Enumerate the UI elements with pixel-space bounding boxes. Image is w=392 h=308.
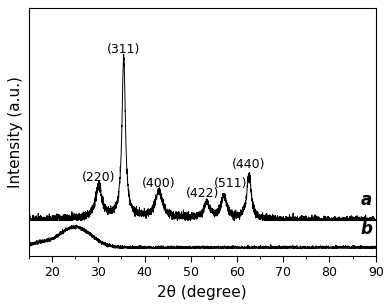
Text: (311): (311) xyxy=(107,43,140,56)
X-axis label: 2θ (degree): 2θ (degree) xyxy=(158,285,247,300)
Text: a: a xyxy=(361,191,372,209)
Text: (440): (440) xyxy=(232,158,266,171)
Text: (511): (511) xyxy=(214,177,248,190)
Y-axis label: Intensity (a.u.): Intensity (a.u.) xyxy=(8,76,24,188)
Text: b: b xyxy=(361,220,372,238)
Text: (422): (422) xyxy=(186,187,219,200)
Text: (400): (400) xyxy=(142,177,176,190)
Text: (220): (220) xyxy=(82,171,116,184)
